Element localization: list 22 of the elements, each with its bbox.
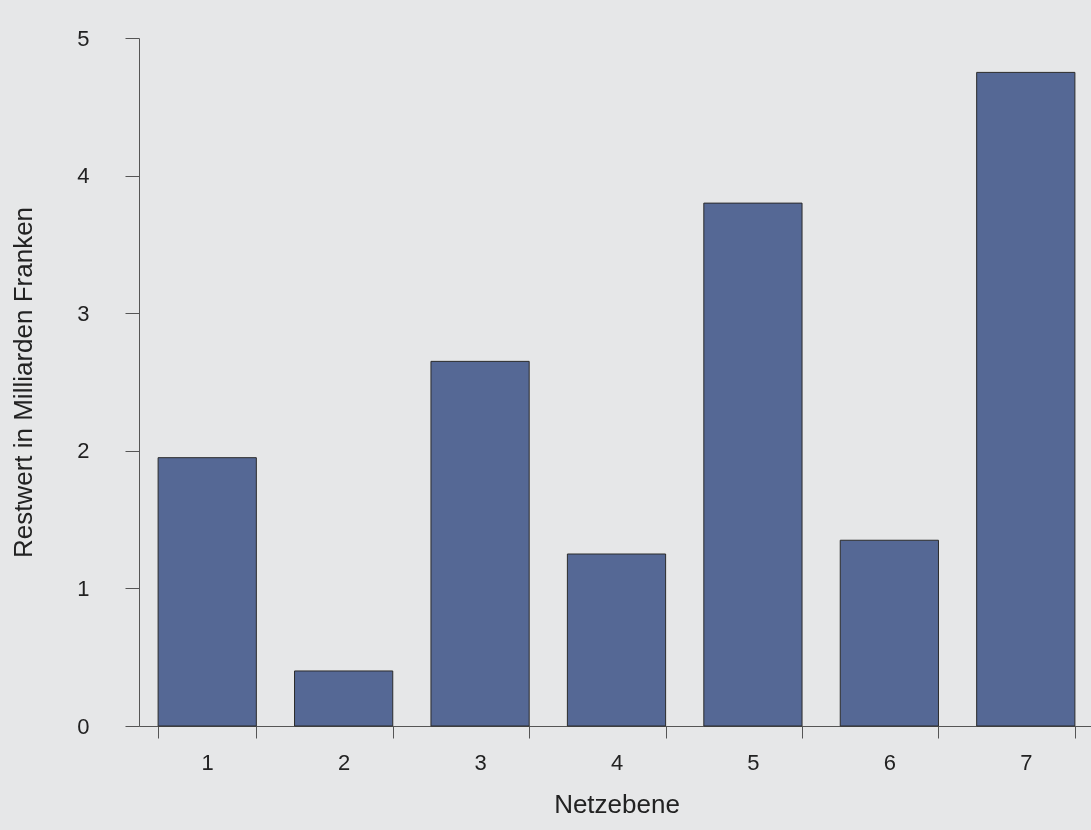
- y-tick-label: 4: [77, 163, 90, 189]
- x-tick-label: 2: [338, 749, 351, 775]
- bar: [566, 553, 667, 727]
- x-tick-label: 5: [747, 749, 760, 775]
- y-tick-label: 0: [77, 713, 90, 739]
- x-tick-label: 7: [1020, 749, 1033, 775]
- bar: [430, 360, 530, 727]
- bar: [157, 457, 257, 727]
- y-tick-label: 2: [77, 438, 90, 464]
- bar: [976, 71, 1076, 727]
- x-tick-label: 6: [883, 749, 896, 775]
- bar: [294, 670, 394, 727]
- y-tick-label: 1: [77, 575, 90, 601]
- bar: [839, 539, 939, 727]
- x-tick-label: 1: [201, 749, 214, 775]
- x-axis-title: Netzebene: [554, 788, 680, 819]
- x-tick-label: 4: [610, 749, 624, 775]
- x-tick-label: 3: [474, 749, 487, 775]
- bar: [703, 202, 803, 727]
- y-tick-label: 3: [77, 300, 90, 326]
- y-axis-title: Restwert in Milliarden Franken: [8, 206, 39, 559]
- y-tick-label: 5: [77, 25, 90, 51]
